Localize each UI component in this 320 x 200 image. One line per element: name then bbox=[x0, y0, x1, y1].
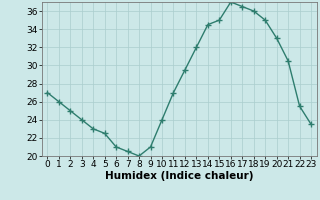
X-axis label: Humidex (Indice chaleur): Humidex (Indice chaleur) bbox=[105, 171, 253, 181]
